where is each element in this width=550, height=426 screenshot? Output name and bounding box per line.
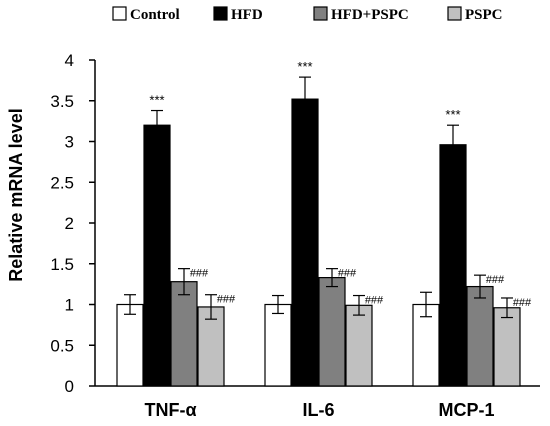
- significance-label: ###: [513, 297, 532, 309]
- legend-swatch: [112, 6, 127, 21]
- x-tick-label: IL-6: [302, 400, 334, 420]
- y-tick-label: 1: [65, 296, 74, 315]
- bar: [412, 303, 440, 387]
- legend-swatch: [447, 6, 462, 21]
- bar: [197, 306, 225, 387]
- legend-label: Control: [130, 7, 180, 23]
- bar: [170, 281, 198, 387]
- x-tick-label: TNF-α: [144, 400, 196, 420]
- bar: [466, 285, 494, 387]
- significance-label: ***: [297, 59, 312, 74]
- y-tick-label: 4: [65, 51, 74, 70]
- legend-label: PSPC: [465, 7, 503, 23]
- y-tick-label: 0: [65, 377, 74, 396]
- bar: [264, 303, 292, 387]
- y-tick-label: 3.5: [50, 92, 74, 111]
- y-tick-label: 3: [65, 133, 74, 152]
- y-tick-label: 2.5: [50, 173, 74, 192]
- legend-swatch: [213, 6, 228, 21]
- y-axis-label: Relative mRNA level: [6, 108, 26, 281]
- y-tick-label: 1.5: [50, 255, 74, 274]
- bar: [493, 307, 521, 387]
- bar: [143, 124, 171, 387]
- x-tick-label: MCP-1: [438, 400, 494, 420]
- significance-label: ###: [217, 294, 236, 306]
- legend-label: HFD+PSPC: [331, 7, 409, 23]
- significance-label: ***: [149, 93, 164, 108]
- significance-label: ###: [338, 268, 357, 280]
- bar: [318, 277, 346, 387]
- bar: [116, 303, 144, 387]
- plot-area: 0 0.5 1 1.5 2 2.5 3 3.5 4 *** ### ### TNF-α *** ### ###…: [50, 51, 540, 420]
- y-tick-label: 2: [65, 214, 74, 233]
- y-tick-label: 0.5: [50, 336, 74, 355]
- legend-swatch: [313, 6, 328, 21]
- legend-label: HFD: [231, 7, 263, 23]
- significance-label: ###: [486, 274, 505, 286]
- bar: [345, 304, 373, 387]
- legend: Control HFD HFD+PSPC PSPC: [112, 6, 503, 23]
- significance-label: ***: [445, 107, 460, 122]
- significance-label: ###: [365, 295, 384, 307]
- bar: [291, 98, 319, 387]
- bar: [439, 144, 467, 387]
- significance-label: ###: [190, 268, 209, 280]
